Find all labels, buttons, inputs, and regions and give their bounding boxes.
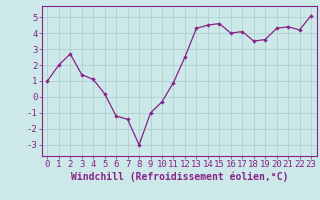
X-axis label: Windchill (Refroidissement éolien,°C): Windchill (Refroidissement éolien,°C) xyxy=(70,172,288,182)
